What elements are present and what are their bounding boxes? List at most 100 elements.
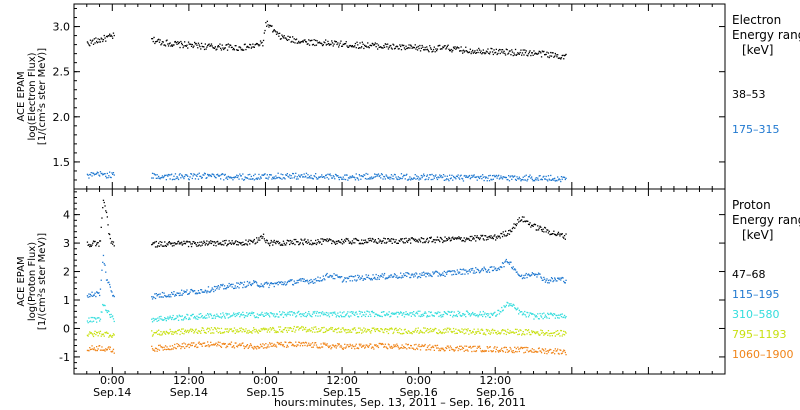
data-point xyxy=(386,312,388,314)
data-point xyxy=(110,176,112,179)
data-point xyxy=(427,241,429,244)
data-point xyxy=(527,223,530,225)
data-point xyxy=(459,50,461,52)
data-point xyxy=(410,179,412,181)
data-point xyxy=(520,329,522,332)
data-point xyxy=(213,343,215,345)
data-point xyxy=(410,45,412,47)
y-axis-title: [1/(cm²s ster MeV)] xyxy=(37,48,48,145)
data-point xyxy=(496,346,498,348)
data-point xyxy=(435,328,437,330)
data-point xyxy=(233,47,235,50)
data-point xyxy=(560,180,562,183)
data-point xyxy=(428,177,430,179)
data-point xyxy=(482,315,484,318)
data-point xyxy=(204,317,206,319)
data-point xyxy=(547,52,550,54)
data-point xyxy=(488,332,490,334)
data-point xyxy=(407,330,409,332)
data-point xyxy=(406,313,408,316)
data-point xyxy=(192,175,194,177)
data-point xyxy=(477,175,479,178)
data-point xyxy=(449,49,451,52)
data-point xyxy=(236,176,239,179)
data-point xyxy=(180,40,182,43)
data-point xyxy=(240,49,242,51)
data-point xyxy=(396,329,398,331)
data-point xyxy=(321,174,323,176)
data-point xyxy=(504,176,507,179)
data-point xyxy=(390,240,392,242)
data-point xyxy=(534,332,537,335)
data-point xyxy=(281,178,283,180)
data-point xyxy=(241,244,243,246)
data-point xyxy=(299,313,301,315)
data-point xyxy=(305,280,308,282)
data-point xyxy=(200,329,203,332)
data-point xyxy=(455,48,457,50)
data-point xyxy=(285,327,287,329)
data-point xyxy=(443,350,445,352)
data-point xyxy=(87,322,89,324)
data-point xyxy=(225,346,227,349)
legend-entry: 175–315 xyxy=(732,123,780,136)
data-point xyxy=(253,315,255,317)
data-point xyxy=(436,312,439,314)
data-point xyxy=(203,291,205,293)
data-point xyxy=(230,176,232,178)
y-tick-label: 2.5 xyxy=(53,66,71,79)
x-tick-time: 12:00 xyxy=(326,374,358,387)
data-point xyxy=(171,345,174,347)
data-point xyxy=(414,348,416,351)
data-point xyxy=(522,312,524,314)
data-point xyxy=(171,333,173,335)
data-point xyxy=(432,50,434,52)
data-point xyxy=(385,242,387,244)
data-point xyxy=(344,277,346,279)
data-point xyxy=(370,178,372,180)
data-point xyxy=(212,47,214,49)
data-point xyxy=(493,312,495,314)
data-point xyxy=(195,174,197,176)
data-point xyxy=(264,347,266,349)
data-point xyxy=(245,286,247,288)
data-point xyxy=(478,47,480,50)
data-point xyxy=(331,275,334,277)
data-point xyxy=(201,45,203,48)
data-point xyxy=(295,178,298,180)
data-point xyxy=(161,318,163,320)
data-point xyxy=(473,350,475,352)
data-point xyxy=(414,44,416,46)
data-point xyxy=(169,178,171,180)
data-point xyxy=(400,346,403,349)
data-point xyxy=(488,53,491,55)
data-point xyxy=(560,233,562,235)
data-point xyxy=(426,329,428,331)
data-point xyxy=(98,331,100,333)
data-point xyxy=(495,175,497,178)
data-point xyxy=(550,55,553,57)
data-point xyxy=(511,351,514,354)
data-point xyxy=(92,242,94,244)
data-point xyxy=(304,328,306,331)
data-point xyxy=(415,178,417,180)
data-point xyxy=(413,348,415,350)
data-point xyxy=(389,178,391,180)
data-point xyxy=(161,43,163,45)
data-point xyxy=(249,343,252,345)
data-point xyxy=(394,174,396,176)
data-point xyxy=(164,345,167,347)
data-point xyxy=(200,313,202,315)
data-point xyxy=(103,335,105,337)
data-point xyxy=(321,279,324,281)
data-point xyxy=(561,276,563,279)
data-point xyxy=(96,346,98,348)
data-point xyxy=(165,40,167,42)
data-point xyxy=(105,310,108,312)
data-point xyxy=(249,178,252,180)
data-point xyxy=(193,317,195,319)
data-point xyxy=(383,237,385,239)
data-point xyxy=(481,313,483,316)
data-point xyxy=(439,348,441,350)
data-point xyxy=(284,244,286,246)
